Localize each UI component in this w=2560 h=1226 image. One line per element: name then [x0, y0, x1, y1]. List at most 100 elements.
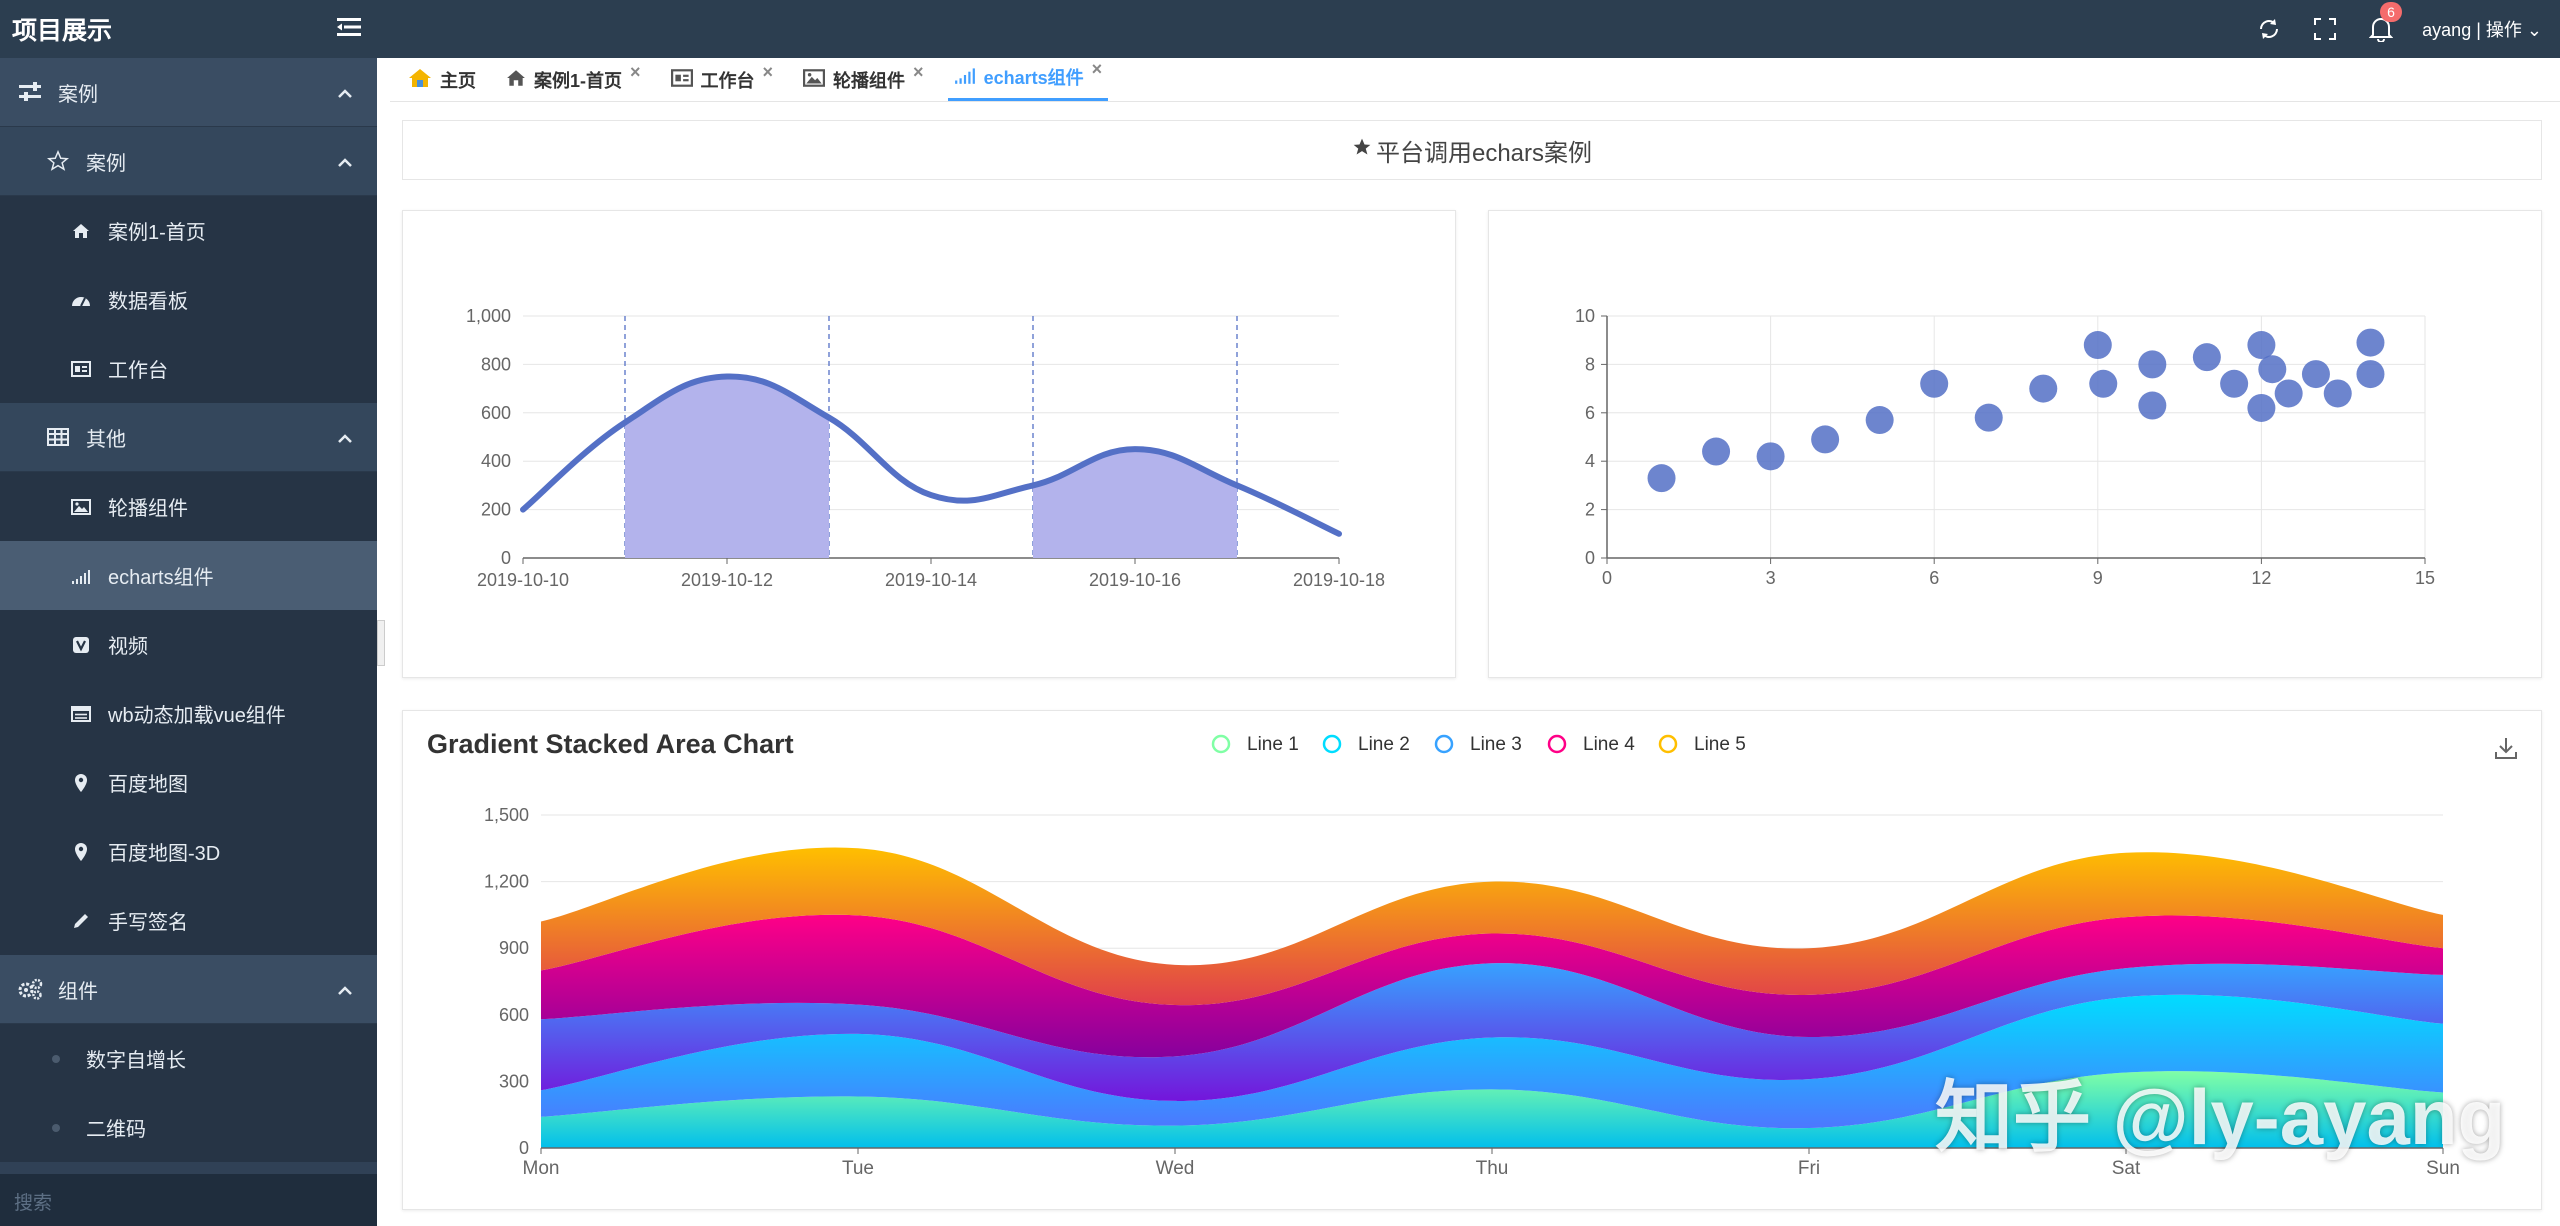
close-icon[interactable]: ×: [762, 61, 774, 82]
sidebar-item-workbench[interactable]: 工作台: [0, 334, 377, 403]
scatter-point: [2247, 393, 2276, 422]
line-chart-panel: 0 200 400 600 800 1,000 2019-10-10 2019-10-12 20…: [402, 210, 1456, 678]
sidebar-item-carousel[interactable]: 轮播组件: [0, 472, 377, 541]
page-banner: 平台调用echars案例: [402, 120, 2542, 180]
dot-icon: [50, 1054, 62, 1064]
fullscreen-icon[interactable]: [2310, 14, 2340, 44]
area-series-1: [541, 1071, 2443, 1148]
y-tick-label: 900: [499, 938, 529, 958]
sidebar-item-baidu-map[interactable]: 百度地图: [0, 748, 377, 817]
home-icon: [506, 69, 526, 92]
x-tick-label: 2019-10-18: [1293, 570, 1385, 590]
download-icon[interactable]: [2493, 735, 2519, 766]
sidebar-item-qrcode[interactable]: 二维码: [0, 1093, 377, 1162]
sidebar-item-label: 轮播组件: [108, 498, 188, 520]
sidebar-item-label: 数字自增长: [86, 1050, 186, 1072]
sidebar-item-case1-home[interactable]: 案例1-首页: [0, 196, 377, 265]
sidebar-item-baidu-map-3d[interactable]: 百度地图-3D: [0, 817, 377, 886]
chart-title: Gradient Stacked Area Chart: [427, 729, 794, 759]
marked-area-fill: [625, 376, 1237, 558]
pencil-icon: [70, 912, 92, 930]
y-tick-label: 10: [1575, 306, 1595, 326]
x-tick-label: Fri: [1798, 1158, 1820, 1179]
scatter-point: [2192, 343, 2221, 372]
x-tick-label: 6: [1929, 568, 1939, 588]
scatter-point: [2138, 391, 2167, 420]
legend-label: Line 5: [1694, 734, 1746, 755]
sidebar-item-label: echarts组件: [108, 567, 214, 589]
scatter-point: [2220, 369, 2249, 398]
close-icon[interactable]: ×: [1091, 58, 1103, 79]
scatter-point: [2138, 350, 2167, 379]
area-series-5: [541, 847, 2443, 1006]
sidebar-subgroup-other[interactable]: 其他: [0, 403, 377, 472]
menu-toggle-icon[interactable]: [337, 15, 361, 44]
sidebar-item-video[interactable]: 视频: [0, 610, 377, 679]
tab-carousel[interactable]: 轮播组件 ×: [797, 62, 930, 101]
sidebar-item-number-grow[interactable]: 数字自增长: [0, 1024, 377, 1093]
image-icon: [803, 68, 826, 92]
stacked-area-chart-panel: Gradient Stacked Area Chart Line 1 Line 2 L…: [402, 710, 2542, 1210]
tab-label: 轮播组件: [833, 71, 906, 91]
sidebar-item-label: 手写签名: [108, 912, 188, 934]
x-tick-label: 2019-10-10: [477, 570, 569, 590]
y-tick-label: 1,500: [484, 805, 529, 825]
refresh-icon[interactable]: [2254, 14, 2284, 44]
user-menu[interactable]: ayang | 操作 ⌄: [2422, 16, 2542, 42]
chevron-up-icon: [337, 150, 353, 173]
sidebar-item-signature[interactable]: 手写签名: [0, 886, 377, 955]
tab-echarts[interactable]: echarts组件 ×: [947, 59, 1109, 101]
line-chart: 0 200 400 600 800 1,000 2019-10-10 2019-10-12 20…: [466, 306, 1385, 590]
scatter-point: [2356, 360, 2385, 389]
sidebar-group-label: 案例: [58, 83, 98, 106]
legend-marker: [1434, 734, 1454, 754]
y-tick-label: 800: [481, 354, 511, 374]
close-icon[interactable]: ×: [913, 61, 924, 82]
scatter-point: [1974, 403, 2003, 432]
table-icon: [44, 428, 72, 446]
sidebar-group-label: 组件: [58, 980, 98, 1003]
x-tick-label: Sat: [2112, 1158, 2141, 1179]
sidebar-group-cases[interactable]: 案例: [0, 58, 377, 127]
sidebar-item-echarts[interactable]: echarts组件: [0, 541, 377, 610]
sidebar-item-label: 百度地图-3D: [108, 843, 221, 865]
sidebar-group-components[interactable]: 组件: [0, 955, 377, 1024]
sidebar-collapse-handle[interactable]: [377, 620, 385, 666]
scatter-point: [1702, 437, 1731, 466]
y-tick-label: 0: [1585, 548, 1595, 568]
app-title: 项目展示: [12, 17, 113, 45]
notification-badge: 6: [2380, 2, 2402, 22]
legend-label: Line 3: [1470, 734, 1522, 755]
legend-marker: [1211, 734, 1231, 754]
scatter-point: [2258, 355, 2287, 384]
scatter-point: [2083, 331, 2112, 360]
sidebar-search-input[interactable]: 搜索: [0, 1174, 377, 1226]
y-tick-label: 6: [1585, 403, 1595, 423]
sidebar-item-label: 视频: [108, 636, 148, 658]
x-tick-label: Sun: [2426, 1158, 2460, 1179]
y-tick-label: 600: [499, 1005, 529, 1025]
y-tick-label: 2: [1585, 500, 1595, 520]
sidebar-item-dashboard[interactable]: 数据看板: [0, 265, 377, 334]
x-tick-label: 15: [2415, 568, 2435, 588]
tab-label: echarts组件: [983, 68, 1084, 88]
map-marker-icon: [70, 773, 92, 793]
notification-bell-icon[interactable]: 6: [2366, 2, 2402, 44]
y-tick-label: 600: [481, 403, 511, 423]
banner-title: 平台调用echars案例: [1375, 139, 1593, 167]
scatter-point: [2301, 360, 2330, 389]
tab-home[interactable]: 主页: [402, 67, 482, 101]
legend-label: Line 4: [1583, 734, 1635, 755]
close-icon[interactable]: ×: [630, 61, 641, 82]
y-tick-label: 200: [481, 500, 511, 520]
y-tick-label: 1,000: [466, 306, 511, 326]
x-tick-label: 12: [2251, 568, 2271, 588]
tab-workbench[interactable]: 工作台 ×: [665, 62, 780, 101]
x-tick-label: Tue: [842, 1158, 874, 1179]
x-tick-label: 2019-10-16: [1089, 570, 1181, 590]
area-series-4: [541, 914, 2443, 1058]
sidebar-subgroup-cases[interactable]: 案例: [0, 127, 377, 196]
tab-case1-home[interactable]: 案例1-首页 ×: [500, 62, 647, 101]
sidebar-item-dynamic-vue[interactable]: wb动态加载vue组件: [0, 679, 377, 748]
sidebar: 案例 案例 案例1-首页 数据看板 工作台 其他 轮播组件 echarts组件 …: [0, 58, 377, 1226]
